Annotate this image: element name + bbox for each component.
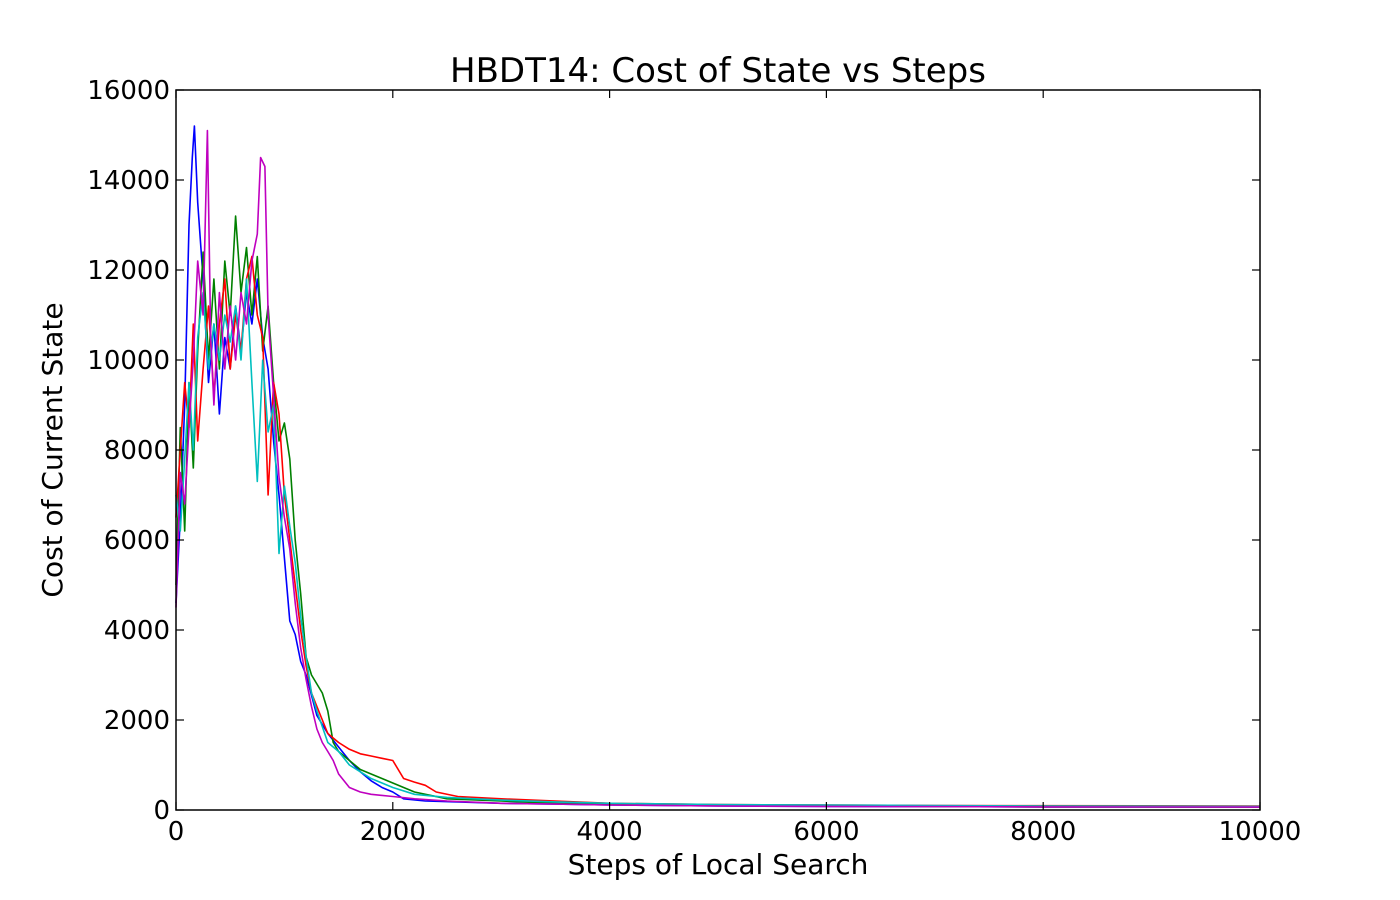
series-line-1 bbox=[175, 125, 1261, 808]
x-axis-ticks: 0 2000 4000 6000 8000 10000 bbox=[168, 90, 1302, 847]
x-tick-label: 6000 bbox=[793, 817, 859, 847]
y-tick-label: 0 bbox=[153, 796, 170, 826]
x-tick-label: 2000 bbox=[360, 817, 426, 847]
x-tick-label: 10000 bbox=[1219, 817, 1302, 847]
chart-title: HBDT14: Cost of State vs Steps bbox=[450, 51, 986, 91]
series-line-4 bbox=[175, 278, 1261, 808]
series-line-3 bbox=[175, 255, 1261, 807]
series-line-2 bbox=[175, 215, 1261, 808]
plot-frame bbox=[175, 89, 1261, 811]
y-tick-label: 6000 bbox=[104, 526, 170, 556]
y-tick-label: 14000 bbox=[87, 166, 170, 196]
x-tick-label: 4000 bbox=[577, 817, 643, 847]
series-layer bbox=[175, 125, 1261, 808]
x-axis-label: Steps of Local Search bbox=[568, 848, 869, 881]
x-tick-label: 0 bbox=[168, 817, 185, 847]
y-axis-ticks: 0 2000 4000 6000 8000 10000 12000 14000 16000 bbox=[87, 76, 1260, 826]
y-axis-label: Cost of Current State bbox=[36, 302, 69, 597]
y-tick-label: 10000 bbox=[87, 346, 170, 376]
y-tick-label: 8000 bbox=[104, 436, 170, 466]
y-tick-label: 4000 bbox=[104, 616, 170, 646]
x-tick-label: 8000 bbox=[1010, 817, 1076, 847]
y-tick-label: 16000 bbox=[87, 76, 170, 106]
y-tick-label: 12000 bbox=[87, 256, 170, 286]
series-line-5 bbox=[175, 129, 1261, 808]
y-tick-label: 2000 bbox=[104, 706, 170, 736]
